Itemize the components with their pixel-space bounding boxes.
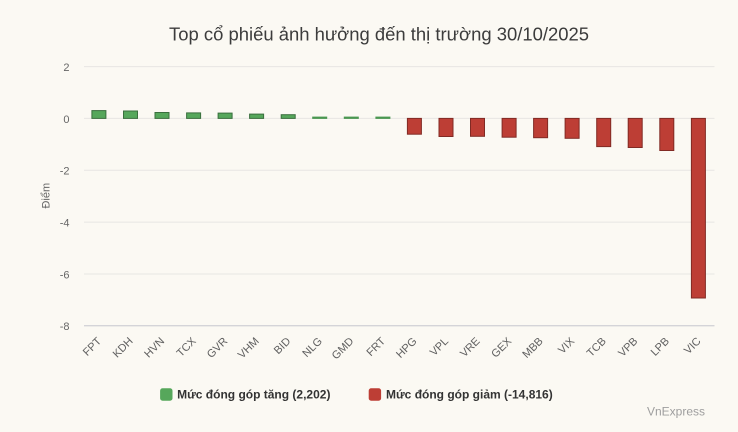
svg-text:-2: -2 xyxy=(60,166,70,178)
svg-text:Mức đóng góp giảm (-14,816): Mức đóng góp giảm (-14,816) xyxy=(386,387,553,401)
svg-text:-6: -6 xyxy=(60,269,70,281)
svg-text:Top cổ phiếu ảnh hưởng đến thị: Top cổ phiếu ảnh hưởng đến thị trường 30… xyxy=(169,23,589,44)
svg-text:0: 0 xyxy=(63,114,69,126)
svg-text:-4: -4 xyxy=(60,218,70,230)
svg-text:-8: -8 xyxy=(60,321,70,333)
svg-text:Điểm: Điểm xyxy=(41,183,53,209)
svg-text:Mức đóng góp tăng (2,202): Mức đóng góp tăng (2,202) xyxy=(177,387,330,401)
svg-text:2: 2 xyxy=(63,62,69,74)
svg-text:VnExpress: VnExpress xyxy=(647,404,705,418)
